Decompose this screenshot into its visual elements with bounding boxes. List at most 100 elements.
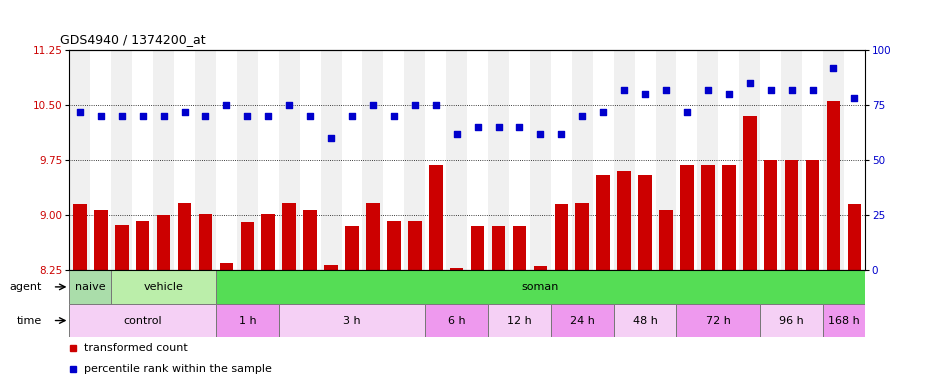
- Point: [826, 65, 841, 71]
- Point: [261, 113, 276, 119]
- Point: [72, 109, 87, 115]
- Bar: [156, 215, 170, 270]
- Bar: [278, 304, 426, 338]
- Bar: [73, 204, 87, 270]
- Bar: [575, 203, 589, 270]
- Bar: [492, 226, 505, 270]
- Bar: [635, 50, 656, 270]
- Point: [156, 113, 171, 119]
- Bar: [404, 50, 426, 270]
- Point: [407, 102, 422, 108]
- Point: [470, 124, 485, 130]
- Bar: [551, 50, 572, 270]
- Bar: [534, 266, 548, 270]
- Point: [700, 86, 715, 93]
- Bar: [321, 50, 341, 270]
- Bar: [216, 270, 865, 304]
- Bar: [363, 50, 383, 270]
- Bar: [660, 210, 672, 270]
- Point: [135, 113, 150, 119]
- Point: [722, 91, 736, 97]
- Bar: [697, 50, 719, 270]
- Text: 24 h: 24 h: [570, 316, 595, 326]
- Bar: [69, 50, 91, 270]
- Bar: [115, 225, 129, 270]
- Point: [450, 131, 464, 137]
- Bar: [216, 304, 278, 338]
- Bar: [258, 50, 278, 270]
- Bar: [408, 221, 422, 270]
- Bar: [701, 165, 715, 270]
- Bar: [802, 50, 823, 270]
- Point: [219, 102, 234, 108]
- Bar: [613, 50, 635, 270]
- Bar: [844, 50, 865, 270]
- Bar: [722, 165, 735, 270]
- Point: [282, 102, 297, 108]
- Bar: [488, 50, 509, 270]
- Point: [847, 95, 862, 101]
- Bar: [387, 221, 401, 270]
- Point: [512, 124, 527, 130]
- Text: GDS4940 / 1374200_at: GDS4940 / 1374200_at: [60, 33, 205, 46]
- Bar: [593, 50, 613, 270]
- Bar: [512, 226, 526, 270]
- Bar: [823, 304, 865, 338]
- Point: [428, 102, 443, 108]
- Bar: [240, 222, 254, 270]
- Bar: [426, 304, 488, 338]
- Text: 6 h: 6 h: [448, 316, 465, 326]
- Point: [198, 113, 213, 119]
- Text: vehicle: vehicle: [143, 282, 183, 292]
- Bar: [676, 50, 697, 270]
- Bar: [383, 50, 404, 270]
- Bar: [91, 50, 111, 270]
- Bar: [195, 50, 216, 270]
- Point: [365, 102, 380, 108]
- Bar: [345, 226, 359, 270]
- Bar: [530, 50, 551, 270]
- Text: time: time: [17, 316, 43, 326]
- Bar: [554, 204, 568, 270]
- Point: [554, 131, 569, 137]
- Bar: [69, 304, 216, 338]
- Point: [637, 91, 652, 97]
- Point: [345, 113, 360, 119]
- Point: [491, 124, 506, 130]
- Point: [617, 86, 632, 93]
- Bar: [806, 160, 820, 270]
- Point: [93, 113, 108, 119]
- Point: [659, 86, 673, 93]
- Bar: [94, 210, 107, 270]
- Point: [324, 135, 339, 141]
- Point: [743, 80, 758, 86]
- Bar: [178, 203, 191, 270]
- Text: 96 h: 96 h: [779, 316, 804, 326]
- Point: [240, 113, 254, 119]
- Text: 1 h: 1 h: [239, 316, 256, 326]
- Bar: [216, 50, 237, 270]
- Bar: [300, 50, 321, 270]
- Point: [302, 113, 317, 119]
- Point: [596, 109, 611, 115]
- Bar: [426, 50, 446, 270]
- Point: [680, 109, 695, 115]
- Bar: [450, 268, 463, 270]
- Bar: [551, 304, 613, 338]
- Bar: [764, 160, 778, 270]
- Bar: [467, 50, 488, 270]
- Point: [533, 131, 548, 137]
- Bar: [597, 175, 610, 270]
- Bar: [446, 50, 467, 270]
- Bar: [676, 304, 760, 338]
- Bar: [111, 50, 132, 270]
- Bar: [781, 50, 802, 270]
- Bar: [199, 214, 212, 270]
- Bar: [219, 263, 233, 270]
- Text: control: control: [123, 316, 162, 326]
- Point: [177, 109, 191, 115]
- Bar: [847, 204, 861, 270]
- Bar: [262, 214, 275, 270]
- Point: [574, 113, 589, 119]
- Bar: [237, 50, 258, 270]
